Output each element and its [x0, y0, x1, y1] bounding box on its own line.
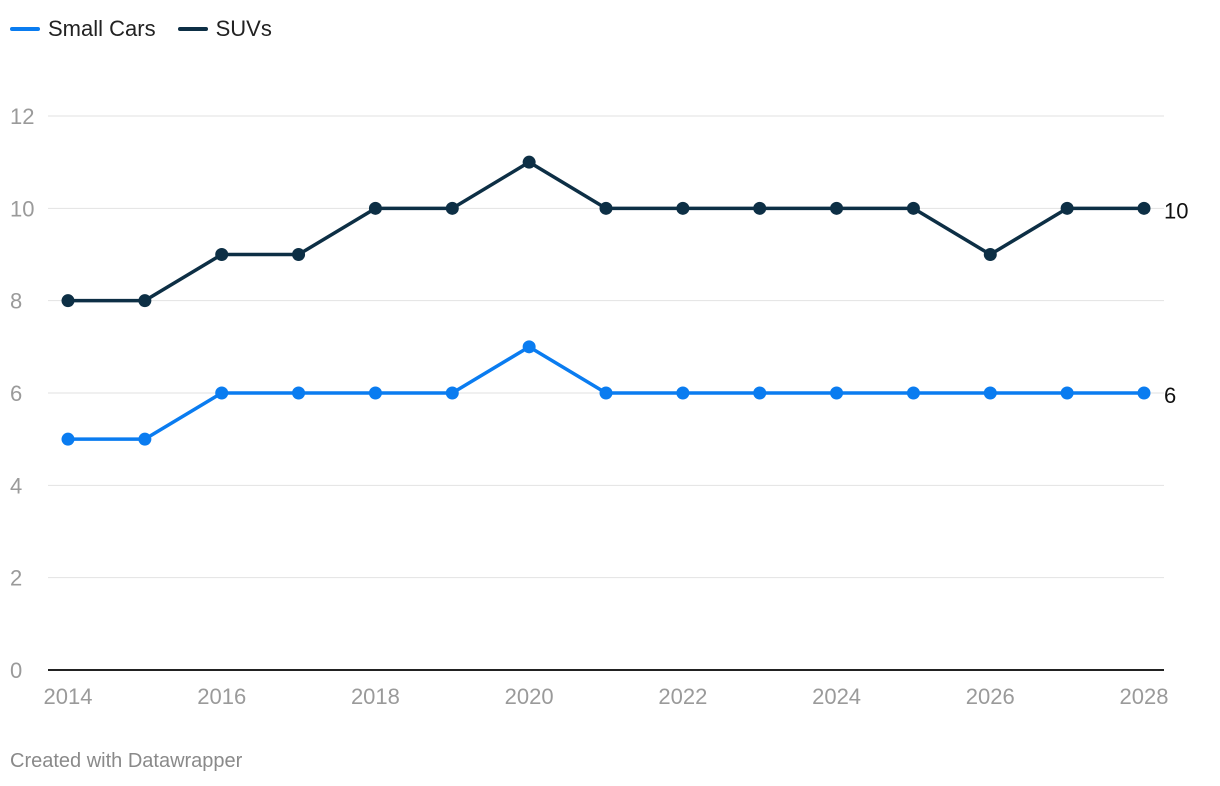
data-point-small-cars-2028: [1137, 386, 1151, 400]
y-tick-label-6: 6: [10, 381, 22, 406]
data-point-suvs-2022: [676, 201, 690, 215]
y-tick-label-10: 10: [10, 196, 34, 221]
legend-swatch-suvs: [177, 27, 208, 31]
y-tick-label-2: 2: [10, 566, 22, 591]
data-point-small-cars-2022: [676, 386, 690, 400]
data-point-small-cars-2020: [522, 340, 536, 354]
data-point-small-cars-2018: [368, 386, 382, 400]
data-point-suvs-2014: [61, 294, 75, 308]
y-tick-label-12: 12: [10, 104, 34, 129]
legend-label-suvs: SUVs: [215, 16, 272, 41]
data-point-small-cars-2024: [830, 386, 844, 400]
data-point-small-cars-2025: [906, 386, 920, 400]
data-point-small-cars-2027: [1060, 386, 1074, 400]
end-label-small-cars: 6: [1164, 383, 1176, 408]
data-point-suvs-2016: [215, 248, 229, 261]
legend-swatch-small-cars: [10, 27, 40, 31]
y-tick-label-0: 0: [10, 658, 22, 683]
y-tick-label-4: 4: [10, 473, 22, 498]
data-point-suvs-2028: [1137, 201, 1151, 215]
footer-credit: Created with Datawrapper: [10, 750, 243, 772]
y-tick-label-8: 8: [10, 289, 22, 314]
x-tick-label-2022: 2022: [658, 684, 707, 709]
data-point-small-cars-2014: [61, 432, 75, 446]
data-point-suvs-2027: [1060, 201, 1074, 215]
data-point-suvs-2019: [445, 201, 459, 215]
data-point-small-cars-2026: [983, 386, 997, 400]
x-tick-label-2018: 2018: [351, 684, 400, 709]
data-point-small-cars-2023: [753, 386, 767, 400]
end-label-suvs: 10: [1164, 198, 1188, 223]
x-tick-label-2028: 2028: [1120, 684, 1169, 709]
legend: Small Cars SUVs: [10, 16, 272, 42]
data-point-small-cars-2016: [215, 386, 229, 400]
data-point-suvs-2026: [983, 248, 997, 261]
data-point-suvs-2015: [138, 294, 152, 308]
data-point-suvs-2020: [522, 155, 536, 169]
data-point-small-cars-2017: [292, 386, 306, 400]
legend-item-small-cars[interactable]: Small Cars: [10, 16, 156, 42]
series-line-suvs: [66, 160, 1146, 303]
data-point-suvs-2017: [292, 248, 306, 261]
legend-label-small-cars: Small Cars: [48, 16, 156, 41]
data-point-small-cars-2021: [599, 386, 613, 400]
x-tick-label-2026: 2026: [966, 684, 1015, 709]
x-tick-label-2014: 2014: [44, 684, 93, 709]
x-tick-label-2020: 2020: [505, 684, 554, 709]
data-point-suvs-2021: [599, 201, 613, 215]
data-point-suvs-2023: [753, 201, 767, 215]
data-point-suvs-2025: [906, 201, 920, 215]
data-point-suvs-2018: [368, 201, 382, 215]
data-point-small-cars-2019: [445, 386, 459, 400]
legend-item-suvs[interactable]: SUVs: [177, 16, 272, 42]
x-tick-label-2016: 2016: [197, 684, 246, 709]
data-point-suvs-2024: [830, 201, 844, 215]
data-point-small-cars-2015: [138, 432, 152, 446]
x-tick-label-2024: 2024: [812, 684, 861, 709]
